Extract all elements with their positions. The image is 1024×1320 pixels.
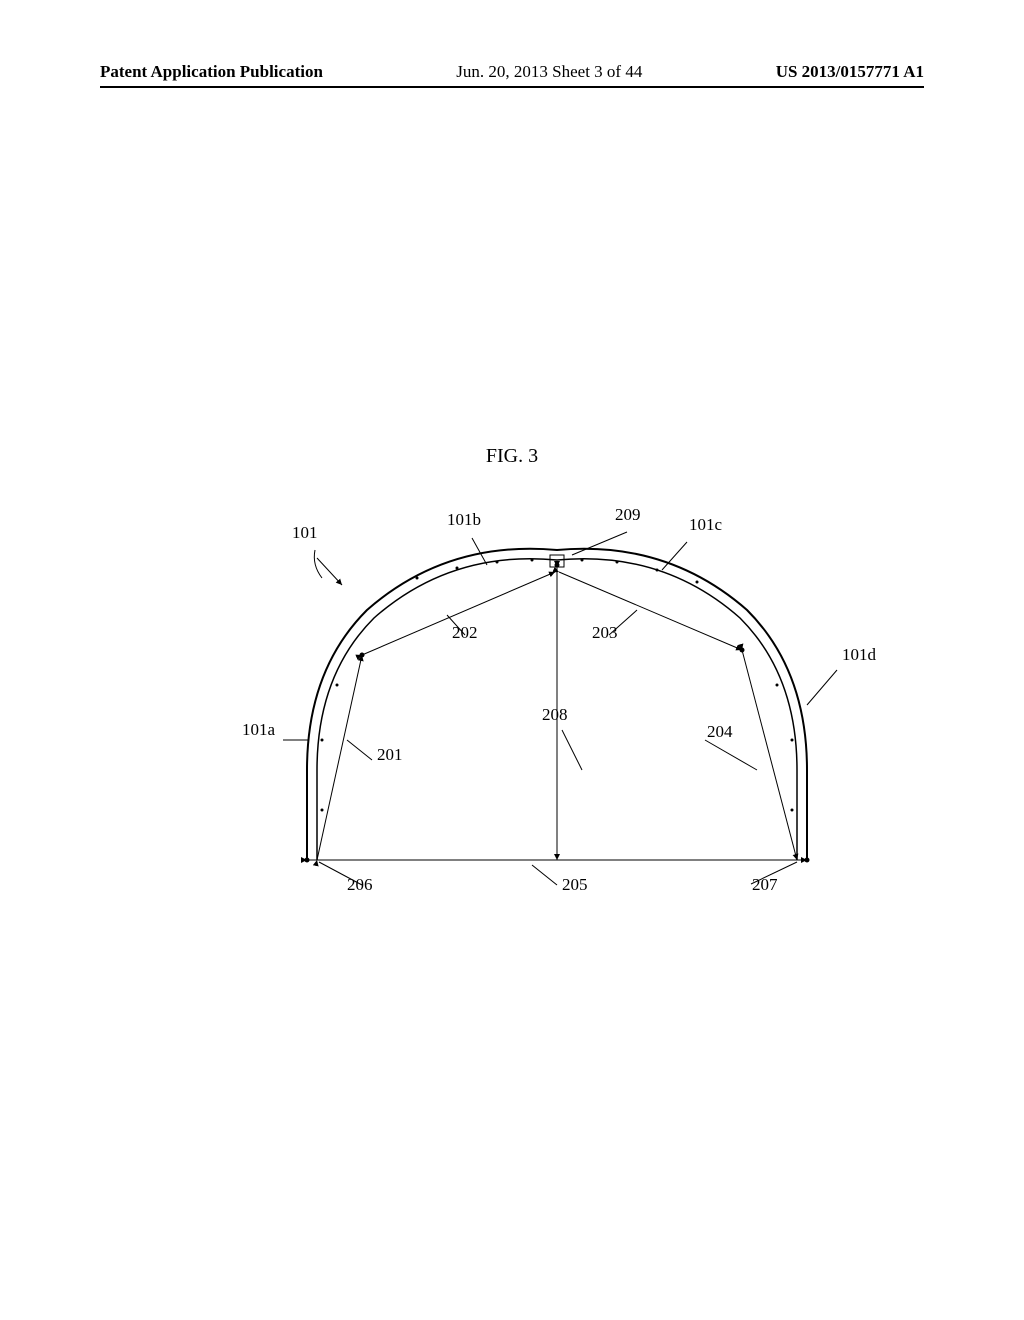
- header-center: Jun. 20, 2013 Sheet 3 of 44: [456, 62, 642, 82]
- page-header: Patent Application Publication Jun. 20, …: [0, 62, 1024, 82]
- svg-text:209: 209: [615, 505, 641, 524]
- svg-text:203: 203: [592, 623, 618, 642]
- svg-text:202: 202: [452, 623, 478, 642]
- svg-text:101a: 101a: [242, 720, 276, 739]
- svg-text:207: 207: [752, 875, 778, 894]
- svg-text:204: 204: [707, 722, 733, 741]
- header-right: US 2013/0157771 A1: [776, 62, 924, 82]
- svg-text:101b: 101b: [447, 510, 481, 529]
- svg-text:201: 201: [377, 745, 403, 764]
- diagram-svg: 101 101a 101b 101c 101d 201 202 203 204 205 206 207…: [137, 490, 887, 930]
- header-divider: [100, 86, 924, 88]
- svg-text:101: 101: [292, 523, 318, 542]
- svg-text:101d: 101d: [842, 645, 877, 664]
- svg-text:101c: 101c: [689, 515, 723, 534]
- figure-title: FIG. 3: [486, 445, 538, 468]
- header-left: Patent Application Publication: [100, 62, 323, 82]
- svg-text:206: 206: [347, 875, 373, 894]
- svg-text:205: 205: [562, 875, 588, 894]
- figure-diagram: 101 101a 101b 101c 101d 201 202 203 204 205 206 207…: [137, 490, 887, 930]
- svg-text:208: 208: [542, 705, 568, 724]
